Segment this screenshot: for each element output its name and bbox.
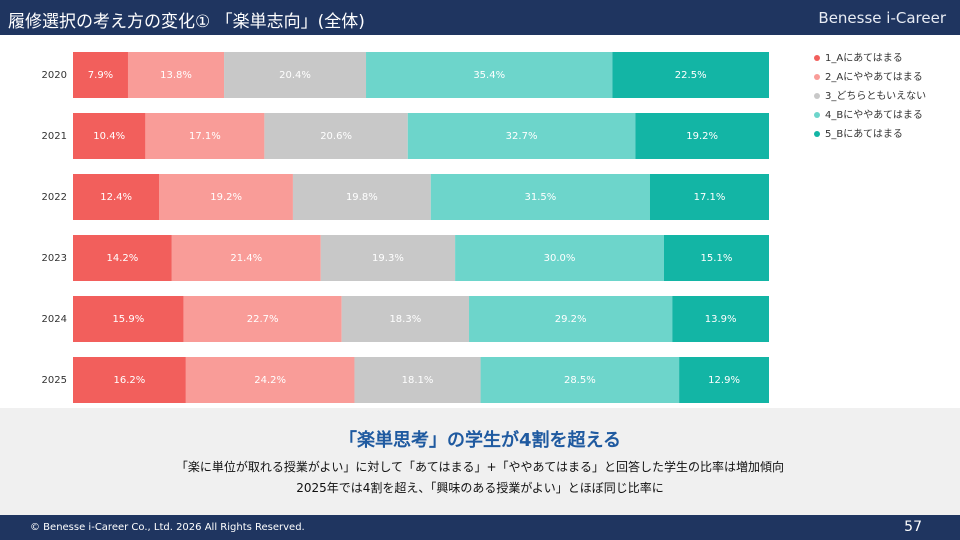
bar-segment — [679, 357, 769, 403]
bar-segment — [73, 174, 160, 220]
data-label: 17.1% — [694, 192, 726, 203]
data-label: 20.4% — [279, 70, 311, 81]
bar-segment — [171, 235, 321, 281]
data-label: 13.9% — [705, 314, 737, 325]
legend-label: 3_どちらともいえない — [825, 90, 926, 102]
data-label: 24.2% — [254, 375, 286, 386]
data-label: 7.9% — [88, 70, 113, 81]
bar-segment — [320, 235, 456, 281]
bar-segment — [672, 296, 769, 342]
y-tick-label: 2020 — [42, 70, 67, 81]
legend-marker — [814, 55, 820, 61]
bar-segment — [264, 113, 408, 159]
summary-heading: 「楽単思考」の学生が4割を超える — [339, 430, 621, 451]
data-label: 22.5% — [675, 70, 707, 81]
bar-segment — [127, 52, 225, 98]
data-label: 31.5% — [524, 192, 556, 203]
legend-marker — [814, 74, 820, 80]
data-label: 12.9% — [708, 375, 740, 386]
copyright: © Benesse i-Career Co., Ltd. 2026 All Ri… — [30, 522, 305, 533]
data-label: 16.2% — [114, 375, 146, 386]
bar-segment — [73, 296, 184, 342]
bar-segment — [469, 296, 673, 342]
legend-label: 5_Bにあてはまる — [825, 128, 903, 140]
data-label: 22.7% — [247, 314, 279, 325]
y-tick-label: 2024 — [42, 314, 67, 325]
data-label: 15.9% — [112, 314, 144, 325]
bar-segment — [73, 357, 186, 403]
bar-segment — [354, 357, 481, 403]
data-label: 15.1% — [701, 253, 733, 264]
data-label: 19.2% — [210, 192, 242, 203]
legend-marker — [814, 112, 820, 118]
bar-segment — [649, 174, 769, 220]
brand: Benesse i-Career — [818, 9, 946, 27]
footer: © Benesse i-Career Co., Ltd. 2026 All Ri… — [0, 515, 960, 540]
bar-segment — [145, 113, 265, 159]
data-label: 19.8% — [346, 192, 378, 203]
title: 履修選択の考え方の変化① 「楽単志向」(全体) — [8, 12, 365, 32]
data-label: 14.2% — [107, 253, 139, 264]
bar-segment — [407, 113, 636, 159]
data-label: 17.1% — [189, 131, 221, 142]
bar-segment — [292, 174, 431, 220]
legend-label: 2_Aにややあてはまる — [825, 71, 923, 83]
bar-segment — [224, 52, 367, 98]
bar-segment — [341, 296, 470, 342]
bar-segment — [455, 235, 664, 281]
legend-label: 1_Aにあてはまる — [825, 52, 903, 64]
data-label: 19.3% — [372, 253, 404, 264]
bar-segment — [183, 296, 342, 342]
summary-line: 2025年では4割を超え、「興味のある授業がよい」とほぼ同じ比率に — [296, 481, 664, 495]
data-label: 19.2% — [686, 131, 718, 142]
data-label: 35.4% — [473, 70, 505, 81]
data-label: 12.4% — [100, 192, 132, 203]
y-tick-label: 2023 — [42, 253, 67, 264]
y-tick-label: 2021 — [42, 131, 67, 142]
bar-segment — [480, 357, 680, 403]
bar-segment — [73, 52, 128, 98]
data-label: 18.1% — [402, 375, 434, 386]
bar-segment — [430, 174, 650, 220]
legend-marker — [814, 93, 820, 99]
bar-segment — [159, 174, 293, 220]
bar-segment — [612, 52, 769, 98]
data-label: 13.8% — [160, 70, 192, 81]
data-label: 29.2% — [555, 314, 587, 325]
data-label: 30.0% — [544, 253, 576, 264]
page-number: 57 — [904, 519, 922, 535]
bar-segment — [73, 113, 146, 159]
header: 履修選択の考え方の変化① 「楽単志向」(全体) Benesse i-Career — [0, 0, 960, 35]
bar-segment — [663, 235, 769, 281]
chart: 2020 7.9% 13.8% 20.4% 35.4% 22.5% 2021 10.4% 17.… — [42, 52, 926, 403]
legend-label: 4_Bにややあてはまる — [825, 109, 923, 121]
data-label: 21.4% — [230, 253, 262, 264]
legend-marker — [814, 131, 820, 137]
data-label: 32.7% — [506, 131, 538, 142]
data-label: 18.3% — [389, 314, 421, 325]
bar-segment — [185, 357, 355, 403]
bar-segment — [635, 113, 769, 159]
bar-segment — [73, 235, 172, 281]
y-tick-label: 2025 — [42, 375, 67, 386]
data-label: 10.4% — [93, 131, 125, 142]
data-label: 28.5% — [564, 375, 596, 386]
summary-line: 「楽に単位が取れる授業がよい」に対して「あてはまる」+「ややあてはまる」と回答し… — [175, 460, 785, 474]
y-tick-label: 2022 — [42, 192, 67, 203]
summary: 「楽単思考」の学生が4割を超える 「楽に単位が取れる授業がよい」に対して「あては… — [0, 408, 960, 515]
bar-segment — [366, 52, 613, 98]
data-label: 20.6% — [320, 131, 352, 142]
